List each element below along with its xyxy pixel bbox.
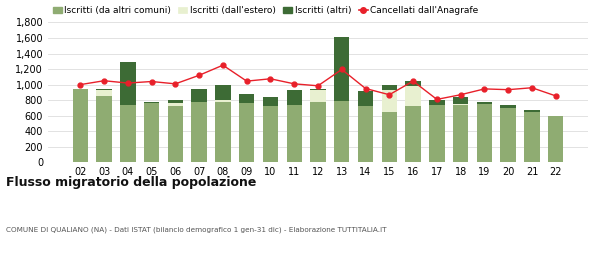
Bar: [429, 105, 445, 162]
Bar: [120, 105, 136, 162]
Bar: [476, 104, 492, 162]
Bar: [453, 97, 469, 104]
Bar: [453, 105, 469, 162]
Bar: [239, 103, 254, 162]
Bar: [358, 106, 373, 162]
Bar: [97, 89, 112, 90]
Bar: [476, 102, 492, 104]
Text: COMUNE DI QUALIANO (NA) - Dati ISTAT (bilancio demografico 1 gen-31 dic) - Elabo: COMUNE DI QUALIANO (NA) - Dati ISTAT (bi…: [6, 227, 386, 233]
Legend: Iscritti (da altri comuni), Iscritti (dall'estero), Iscritti (altri), Cancellati: Iscritti (da altri comuni), Iscritti (da…: [53, 6, 479, 15]
Bar: [382, 112, 397, 162]
Bar: [191, 88, 207, 102]
Bar: [406, 86, 421, 106]
Bar: [215, 102, 230, 162]
Bar: [144, 102, 160, 103]
Bar: [287, 90, 302, 105]
Bar: [500, 105, 516, 108]
Bar: [97, 95, 112, 162]
Bar: [548, 116, 563, 162]
Bar: [167, 100, 183, 102]
Bar: [144, 103, 160, 162]
Bar: [191, 102, 207, 162]
Bar: [215, 100, 230, 102]
Text: Flusso migratorio della popolazione: Flusso migratorio della popolazione: [6, 176, 256, 189]
Bar: [310, 90, 326, 102]
Bar: [382, 90, 397, 112]
Bar: [263, 97, 278, 106]
Bar: [334, 101, 349, 162]
Bar: [97, 90, 112, 95]
Bar: [524, 110, 539, 112]
Bar: [406, 106, 421, 162]
Bar: [239, 94, 254, 103]
Bar: [215, 85, 230, 100]
Bar: [310, 102, 326, 162]
Bar: [334, 37, 349, 101]
Bar: [358, 91, 373, 106]
Bar: [500, 108, 516, 162]
Bar: [287, 105, 302, 162]
Bar: [429, 100, 445, 105]
Bar: [167, 102, 183, 106]
Bar: [120, 62, 136, 105]
Bar: [524, 112, 539, 162]
Bar: [310, 89, 326, 90]
Bar: [73, 89, 88, 162]
Bar: [263, 106, 278, 162]
Bar: [382, 85, 397, 90]
Bar: [406, 81, 421, 86]
Bar: [453, 104, 469, 105]
Bar: [167, 106, 183, 162]
